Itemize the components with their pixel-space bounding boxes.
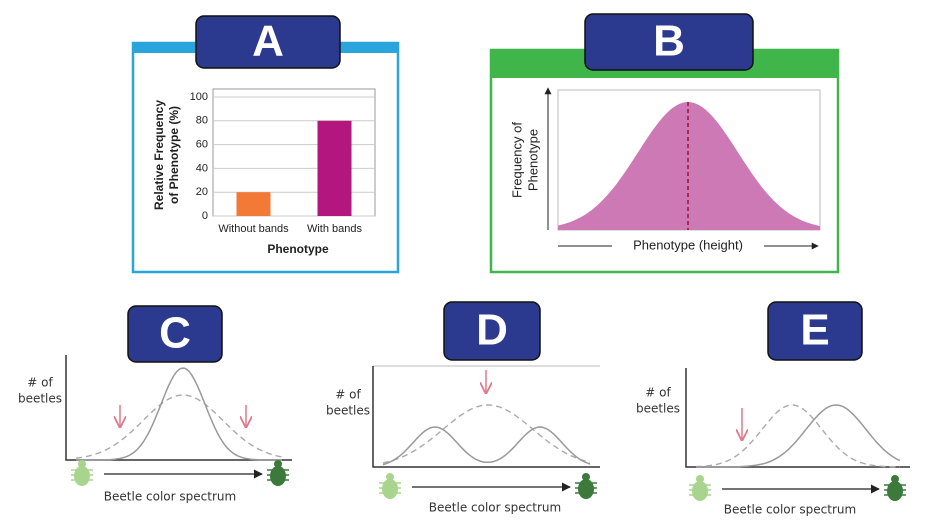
letter-box <box>584 13 754 71</box>
beetle-body <box>74 466 90 486</box>
letter-box <box>767 301 863 361</box>
x-axis-label: Phenotype (height) <box>633 237 743 252</box>
axes <box>65 355 292 461</box>
beetle-body <box>578 479 594 499</box>
y-axis-label: # of <box>335 388 361 402</box>
label-bg <box>612 236 764 256</box>
y-axis-label: Frequency of <box>509 122 524 198</box>
y-axis-label: # of <box>27 376 53 390</box>
y-axis-label: # of <box>645 386 671 400</box>
letter-box <box>127 305 223 363</box>
beetle-body <box>887 481 903 501</box>
beetle-head <box>696 475 704 483</box>
beetle-body <box>270 466 286 486</box>
x-axis-label: Beetle color spectrum <box>104 490 236 504</box>
y-axis-label: beetles <box>326 404 370 418</box>
x-axis-label: Phenotype <box>267 242 329 256</box>
distribution-curve <box>558 102 820 230</box>
beetle-body <box>692 481 708 501</box>
beetle-head <box>78 460 86 468</box>
panel-frame <box>131 41 400 274</box>
x-tick-label: With bands <box>307 223 363 235</box>
panel-letter: D <box>476 306 508 355</box>
bar <box>236 192 271 216</box>
beetle-body <box>382 479 398 499</box>
panel-letter: A <box>252 17 284 66</box>
beetle-head <box>582 473 590 481</box>
bar <box>317 120 352 216</box>
y-tick-label: 80 <box>196 115 208 127</box>
solid-curve <box>696 404 901 468</box>
y-tick-label: 100 <box>190 91 208 103</box>
solid-curve <box>76 367 282 461</box>
x-axis-label: Beetle color spectrum <box>724 503 856 517</box>
x-axis-label: Beetle color spectrum <box>429 501 561 515</box>
dashed-curve <box>75 394 283 459</box>
axes <box>685 368 910 468</box>
letter-box <box>195 15 341 69</box>
axes <box>372 366 600 468</box>
y-tick-label: 20 <box>196 186 208 198</box>
y-axis-label: Phenotype <box>525 129 540 191</box>
y-tick-label: 40 <box>196 162 208 174</box>
beetle-head <box>891 475 899 483</box>
y-axis-label: beetles <box>18 392 62 406</box>
y-axis-label: of Phenotype (%) <box>167 106 181 204</box>
dashed-curve <box>695 404 900 468</box>
panel-letter: B <box>653 17 685 66</box>
dashed-curve <box>382 404 591 464</box>
beetle-head <box>386 473 394 481</box>
beetle-head <box>274 460 282 468</box>
letter-box <box>443 301 541 361</box>
y-axis-label: beetles <box>636 402 680 416</box>
y-axis-label: Relative Frequency <box>152 100 166 210</box>
panel-letter: E <box>800 306 829 355</box>
y-tick-label: 60 <box>196 139 208 151</box>
panel-letter: C <box>159 309 191 358</box>
solid-curve <box>382 426 591 466</box>
y-tick-label: 0 <box>202 210 208 222</box>
x-tick-label: Without bands <box>218 223 289 235</box>
